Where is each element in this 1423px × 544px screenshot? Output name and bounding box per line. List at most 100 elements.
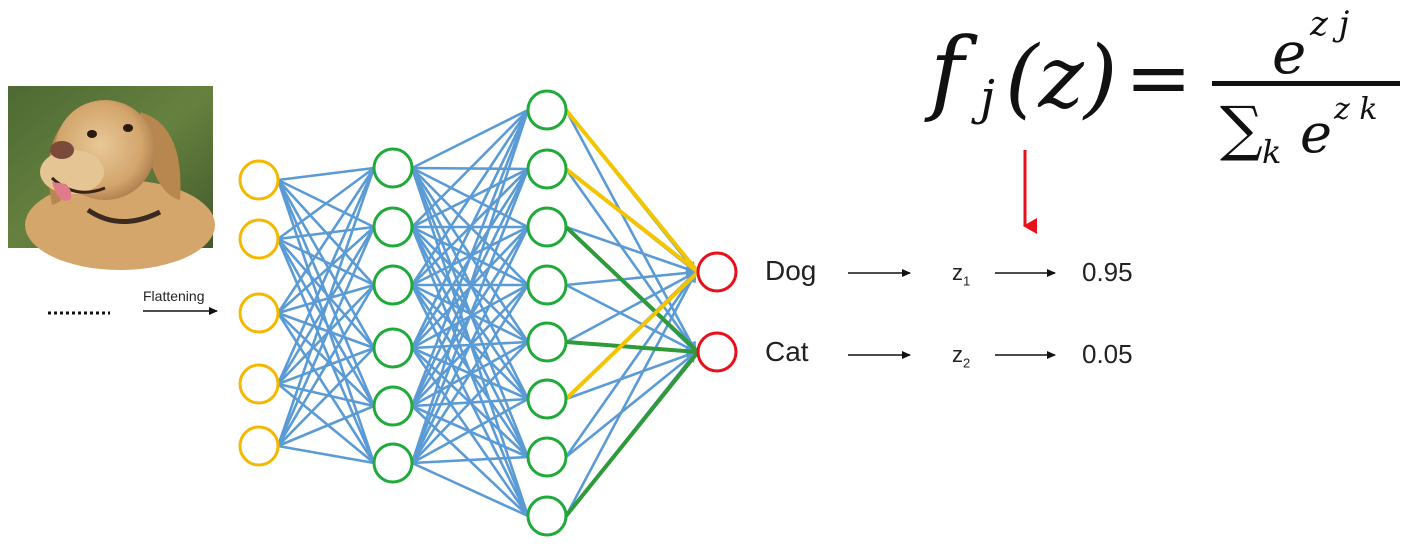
edge-hidden1-5-hidden2-5	[410, 397, 530, 465]
edge-hidden1-2-hidden2-6	[410, 283, 530, 459]
edge-hidden2-6-output-1	[564, 350, 698, 459]
edge-input-1-hidden1-4	[276, 237, 376, 408]
network-edges	[276, 108, 698, 518]
edge-hidden2-6-output-0	[564, 270, 698, 459]
hidden1-node-2	[372, 206, 414, 248]
highlight-edge-hidden2-0-output-0	[564, 108, 700, 274]
edge-hidden2-7-output-0	[564, 270, 698, 518]
fraction-bar	[1212, 81, 1400, 86]
edge-input-1-hidden1-5	[276, 237, 376, 465]
edge-hidden1-2-hidden2-5	[410, 283, 530, 401]
prob-cat: 0.05	[1082, 339, 1133, 369]
logit-z1-sub: 1	[963, 273, 971, 289]
hidden1-node-6	[372, 442, 414, 484]
highlight-edge-hidden2-2-output-1	[564, 225, 700, 354]
formula-arg: (z)	[1005, 28, 1118, 128]
edge-hidden1-5-hidden2-4	[410, 340, 530, 465]
edge-input-1-hidden1-3	[276, 237, 376, 350]
logit-z1-letter: z	[952, 260, 963, 285]
highlight-edge-hidden2-1-output-0	[564, 167, 700, 274]
edge-input-2-hidden1-0	[276, 166, 376, 315]
edge-hidden2-3-output-1	[564, 283, 698, 354]
edge-input-0-hidden1-3	[276, 178, 376, 350]
hidden2-node-1	[526, 89, 568, 131]
edge-input-1-hidden1-0	[276, 166, 376, 241]
hidden1-node-1	[372, 147, 414, 189]
hidden2-node-5	[526, 321, 568, 363]
input-node-5	[238, 425, 280, 467]
output-class-cat: Cat	[765, 336, 809, 367]
highlighted-edges	[564, 108, 700, 518]
hidden1-node-5	[372, 385, 414, 427]
hidden2-node-8	[526, 495, 568, 537]
edge-hidden2-5-output-1	[564, 350, 698, 401]
edge-hidden1-2-hidden2-7	[410, 283, 530, 518]
logit-z1: z1	[952, 260, 970, 288]
hidden2-node-7	[526, 436, 568, 478]
edge-hidden1-0-hidden2-0	[410, 108, 530, 170]
edge-hidden1-3-hidden2-0	[410, 108, 530, 350]
formula-den-base: e	[1300, 102, 1332, 165]
flattening-label: Flattening	[143, 288, 205, 304]
edge-input-4-hidden1-1	[276, 225, 376, 448]
hidden2-node-4	[526, 264, 568, 306]
edge-input-1-hidden1-1	[276, 225, 376, 241]
hidden1-node-4	[372, 327, 414, 369]
logit-z2-sub: 2	[963, 355, 971, 371]
output-class-dog: Dog	[765, 255, 817, 286]
edge-input-4-hidden1-3	[276, 346, 376, 448]
softmax-formula: f j (z) = e z j ∑ k e z k	[0, 0, 1423, 200]
logit-z2: z2	[952, 342, 970, 370]
edge-hidden1-2-hidden2-0	[410, 108, 530, 287]
edge-hidden1-5-hidden2-7	[410, 461, 530, 518]
edge-hidden2-2-output-0	[564, 225, 698, 274]
highlight-edge-hidden2-4-output-1	[564, 340, 700, 354]
edge-input-2-hidden1-5	[276, 311, 376, 465]
edge-input-4-hidden1-2	[276, 283, 376, 448]
highlight-edge-hidden2-7-output-1	[564, 350, 700, 518]
edge-input-2-hidden1-1	[276, 225, 376, 315]
edge-input-2-hidden1-3	[276, 311, 376, 350]
edge-input-2-hidden1-2	[276, 283, 376, 315]
logit-z2-letter: z	[952, 342, 963, 367]
formula-f-sub: j	[980, 70, 995, 126]
input-node-1	[238, 159, 280, 201]
edge-input-1-hidden1-2	[276, 237, 376, 287]
network-nodes	[238, 89, 738, 537]
edge-input-3-hidden1-4	[276, 382, 376, 408]
input-node-2	[238, 218, 280, 260]
edge-hidden2-1-output-1	[564, 167, 698, 354]
input-node-3	[238, 292, 280, 334]
edge-hidden1-5-hidden2-2	[410, 225, 530, 465]
edge-hidden1-5-hidden2-1	[410, 167, 530, 465]
hidden2-node-6	[526, 378, 568, 420]
edge-input-2-hidden1-4	[276, 311, 376, 408]
edge-hidden1-5-hidden2-3	[410, 283, 530, 465]
edge-hidden1-4-hidden2-0	[410, 108, 530, 408]
formula-den-sub: k	[1262, 133, 1282, 171]
formula-f: f	[930, 18, 965, 125]
edge-hidden2-3-output-0	[564, 268, 698, 287]
edge-input-3-hidden1-0	[276, 166, 376, 386]
dog-photo	[8, 86, 215, 270]
output-node-2	[696, 331, 738, 373]
formula-den-sum: ∑	[1220, 94, 1263, 164]
highlight-edge-hidden2-5-output-0	[564, 270, 700, 401]
hidden2-node-3	[526, 206, 568, 248]
edge-input-4-hidden1-4	[276, 404, 376, 448]
edge-hidden2-4-output-0	[564, 270, 698, 344]
input-node-4	[238, 363, 280, 405]
edge-hidden1-1-hidden2-0	[410, 108, 530, 229]
prob-dog: 0.95	[1082, 257, 1133, 287]
edge-input-4-hidden1-5	[276, 444, 376, 465]
formula-num-exp: z j	[1310, 4, 1350, 44]
output-node-1	[696, 251, 738, 293]
edge-input-4-hidden1-0	[276, 166, 376, 448]
edge-hidden1-5-hidden2-0	[410, 108, 530, 465]
formula-den-exp: z k	[1334, 92, 1378, 127]
edge-input-0-hidden1-0	[276, 166, 376, 182]
hidden2-node-2	[526, 148, 568, 190]
edge-hidden1-5-hidden2-6	[410, 455, 530, 465]
formula-equals: =	[1125, 31, 1193, 124]
